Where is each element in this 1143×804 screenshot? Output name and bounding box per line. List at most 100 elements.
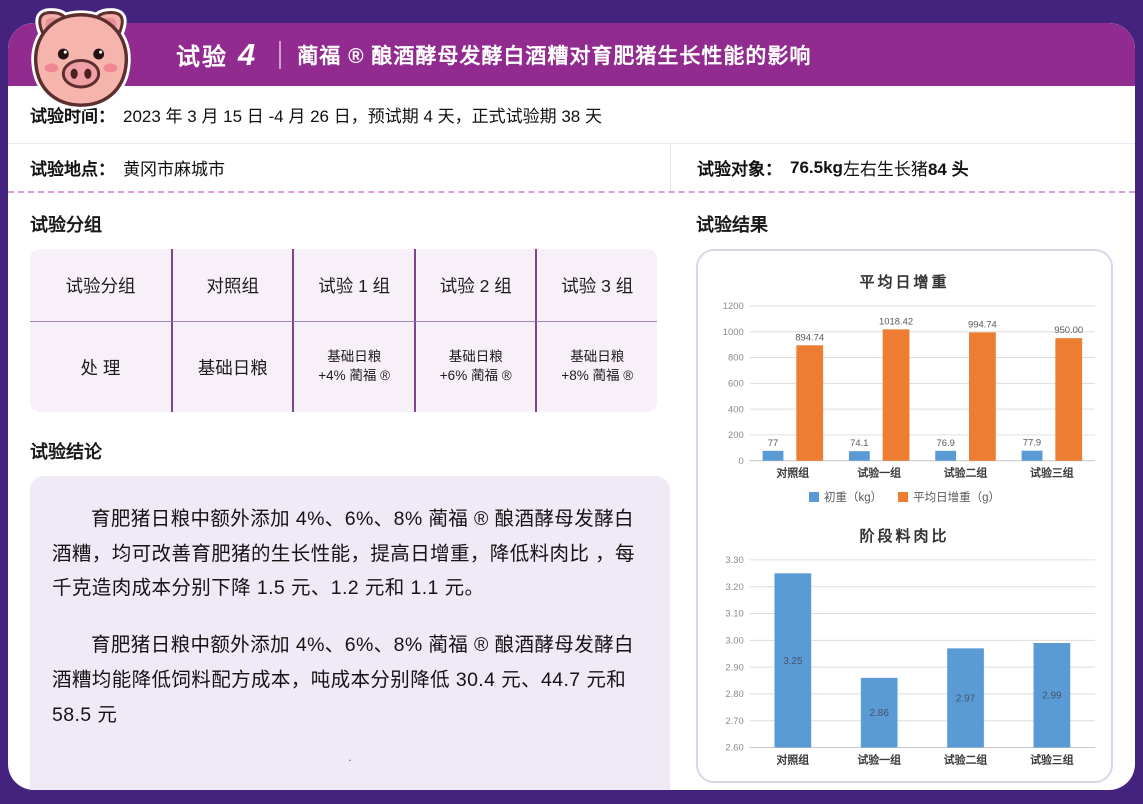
table-row-label: 处 理 — [80, 357, 121, 378]
y-tick-label: 3.00 — [725, 634, 743, 645]
chart-title: 阶段料肉比 — [859, 527, 950, 545]
bar-value-label: 1018.42 — [879, 315, 913, 326]
table-header-cell: 试验 2 组 — [413, 249, 536, 322]
x-category-label: 试验二组 — [944, 466, 988, 480]
y-tick-label: 2.70 — [725, 714, 743, 725]
x-category-label: 对照组 — [776, 752, 809, 766]
header-band: 试验 4 蔺福 ® 酿酒酵母发酵白酒糟对育肥猪生长性能的影响 — [8, 23, 1135, 86]
bar-chart-svg: 2.60 2.70 2.80 2.90 3.00 3.10 3.20 3.30 3.25 对照组 2… — [725, 554, 1096, 766]
chart-legend: 初重（kg） 平均日增重（g） — [706, 489, 1103, 505]
conclusion-box: 育肥猪日粮中额外添加 4%、6%、8% 蔺福 ® 酿酒酵母发酵白酒糟，均可改善育… — [30, 476, 670, 790]
legend-label: 平均日增重（g） — [913, 491, 1001, 504]
table-header-cell: 试验分组 — [30, 249, 171, 322]
subject-desc: 左右生长猪 — [842, 160, 928, 179]
y-tick-label: 1200 — [723, 300, 744, 311]
bar-value-label: 74.1 — [850, 437, 868, 448]
conclusion-paragraph-2: 育肥猪日粮中额外添加 4%、6%、8% 蔺福 ® 酿酒酵母发酵白酒糟均能降低饲料… — [52, 634, 634, 726]
chart-title: 平均日增重 — [859, 274, 950, 291]
feed-ratio-chart: 2.60 2.70 2.80 2.90 3.00 3.10 3.20 3.30 3.25 对照组 2… — [706, 550, 1103, 773]
table-cell-line: +8% 蔺福 ® — [561, 368, 634, 383]
conclusion-heading: 试验结论 — [30, 442, 102, 462]
bar-value-label: 2.99 — [1042, 690, 1062, 701]
bar — [860, 677, 898, 748]
y-tick-label: 3.20 — [725, 580, 743, 591]
bar-value-label: 2.86 — [870, 708, 890, 719]
bar-value-label: 2.97 — [956, 693, 976, 704]
y-tick-label: 2.60 — [725, 741, 743, 752]
bar — [882, 329, 910, 461]
y-tick-label: 0 — [738, 455, 743, 466]
trial-subject-cell: 试验对象： 76.5kg 左右生长猪 84 头 — [670, 144, 1135, 191]
x-category-label: 对照组 — [776, 466, 809, 480]
bar — [935, 450, 957, 461]
conclusion-paragraph-1: 育肥猪日粮中额外添加 4%、6%、8% 蔺福 ® 酿酒酵母发酵白酒糟，均可改善育… — [52, 508, 635, 600]
charts-card: 平均日增重 0 200 400 600 800 1000 1200 77 894.74 对照组 74… — [696, 249, 1113, 783]
feed-ratio-chart-block: 阶段料肉比 2.60 2.70 2.80 2.90 3.00 3.10 3.20 3.30 3.… — [706, 519, 1103, 790]
y-tick-label: 1000 — [723, 326, 744, 337]
bar — [947, 647, 984, 748]
x-category-label: 试验一组 — [857, 752, 901, 766]
table-cell-line: +6% 蔺福 ® — [439, 368, 512, 383]
bar — [774, 572, 812, 748]
table-cell-t1: 基础日粮 +4% 蔺福 ® — [292, 322, 414, 412]
chart-legend — [706, 775, 1103, 790]
y-tick-label: 2.80 — [725, 688, 743, 699]
trial-meta-row: 试验地点： 黄冈市麻城市 试验对象： 76.5kg 左右生长猪 84 头 — [8, 144, 1135, 193]
page-title: 蔺福 ® 酿酒酵母发酵白酒糟对育肥猪生长性能的影响 — [297, 44, 812, 68]
y-tick-label: 400 — [728, 403, 744, 414]
table-header-cell: 对照组 — [170, 249, 293, 322]
trial-badge: 试验 — [176, 44, 228, 71]
table-cell-control: 基础日粮 — [170, 322, 293, 412]
trial-time-value: 2023 年 3 月 15 日 -4 月 26 日，预试期 4 天，正式试验期 … — [123, 107, 602, 126]
pig-mascot-icon — [31, 8, 131, 110]
subject-count: 84 头 — [927, 160, 969, 179]
bar-value-label: 994.74 — [968, 318, 997, 329]
legend-swatch — [808, 491, 819, 502]
x-category-label: 试验三组 — [1030, 466, 1074, 480]
y-tick-label: 600 — [728, 378, 744, 389]
title-divider — [279, 40, 282, 69]
subject-weight: 76.5kg — [790, 157, 843, 177]
table-cell-t3: 基础日粮 +8% 蔺福 ® — [535, 322, 657, 412]
bar — [1021, 450, 1043, 461]
results-heading: 试验结果 — [696, 215, 768, 235]
legend-label: 初重（kg） — [823, 491, 883, 504]
bar — [762, 450, 784, 461]
table-header-cell: 试验 3 组 — [535, 249, 657, 322]
bar — [848, 451, 870, 461]
x-category-label: 试验三组 — [1030, 752, 1074, 766]
bar-value-label: 77 — [768, 437, 778, 448]
report-card: 试验 4 蔺福 ® 酿酒酵母发酵白酒糟对育肥猪生长性能的影响 试验时间： 202… — [8, 23, 1135, 790]
stray-mark: . — [348, 750, 352, 765]
bar-value-label: 894.74 — [795, 331, 824, 342]
bar — [969, 332, 996, 461]
y-tick-label: 2.90 — [725, 661, 743, 672]
trial-location-value: 黄冈市麻城市 — [123, 160, 225, 179]
x-category-label: 试验一组 — [857, 466, 901, 480]
main-content: 试验分组 试验分组 对照组 试验 1 组 试验 2 组 试验 3 组 处 理 基… — [8, 193, 1135, 790]
legend-item: 平均日增重（g） — [898, 489, 1000, 505]
y-tick-label: 3.10 — [725, 607, 743, 618]
table-cell-line: 基础日粮 — [570, 349, 625, 365]
table-cell-line: +4% 蔺福 ® — [318, 368, 391, 383]
bar-value-label: 76.9 — [937, 437, 955, 448]
legend-item: 初重（kg） — [808, 489, 883, 505]
trial-time-label: 试验时间： — [30, 107, 115, 126]
daily-gain-chart: 0 200 400 600 800 1000 1200 77 894.74 对照组 74.1 1018… — [706, 296, 1103, 487]
right-column: 试验结果 平均日增重 0 200 400 600 800 1000 1200 77 894.74… — [696, 203, 1113, 790]
groups-heading: 试验分组 — [30, 215, 102, 235]
bar — [796, 345, 824, 461]
x-category-label: 试验二组 — [944, 752, 988, 766]
bar — [1033, 642, 1071, 748]
y-tick-label: 200 — [728, 429, 744, 440]
table-header-cell: 试验 1 组 — [292, 249, 414, 322]
bar-value-label: 77.9 — [1023, 437, 1041, 448]
bar-chart-svg: 0 200 400 600 800 1000 1200 77 894.74 对照组 74.1 1018… — [723, 300, 1096, 480]
y-tick-label: 800 — [728, 352, 744, 363]
table-cell-line: 基础日粮 — [327, 349, 382, 365]
left-column: 试验分组 试验分组 对照组 试验 1 组 试验 2 组 试验 3 组 处 理 基… — [30, 203, 670, 790]
bar — [1055, 338, 1083, 461]
trial-location-cell: 试验地点： 黄冈市麻城市 — [8, 144, 670, 191]
bar-value-label: 3.25 — [783, 655, 803, 666]
trial-subject-label: 试验对象： — [697, 160, 782, 179]
